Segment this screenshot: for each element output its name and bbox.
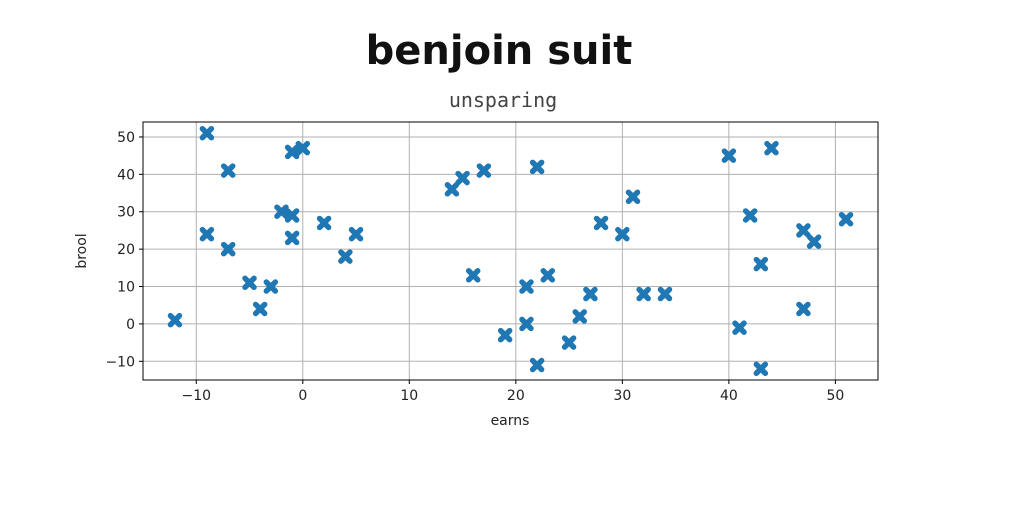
x-tick-label: 10 (400, 388, 418, 404)
plot-area-frame (142, 121, 879, 381)
y-tick-label: 10 (117, 280, 135, 296)
scatter-point (732, 320, 747, 335)
y-tick-label: −10 (105, 354, 135, 370)
y-tick-label: 20 (117, 242, 135, 258)
scatter-point (284, 230, 300, 246)
scatter-point (615, 226, 630, 242)
scatter-point (284, 144, 300, 160)
scatter-point (742, 208, 758, 223)
scatter-point (806, 234, 822, 249)
scatter-point (636, 286, 651, 302)
scatter-point (199, 125, 215, 141)
scatter-point (252, 301, 268, 317)
scatter-point (519, 316, 534, 332)
data-points (167, 125, 854, 377)
scatter-point (529, 159, 545, 175)
y-tick-label: 30 (117, 205, 135, 221)
scatter-point (497, 327, 513, 343)
x-tick-label: −10 (181, 388, 211, 404)
x-tick-label: 40 (720, 388, 738, 404)
scatter-point (338, 249, 353, 264)
scatter-point (444, 182, 460, 197)
x-tick-label: 20 (507, 388, 525, 404)
scatter-point (838, 211, 854, 227)
y-axis-ticks: −10 0 10 20 30 40 50 (105, 130, 143, 370)
x-axis-ticks: −10 0 10 20 30 40 50 (181, 380, 844, 404)
scatter-point (657, 286, 673, 302)
scatter-point (455, 170, 470, 186)
scatter-point (561, 335, 577, 350)
scatter-point (796, 301, 811, 317)
scatter-point (529, 357, 545, 373)
scatter-point (572, 309, 587, 324)
scatter-point (167, 312, 183, 328)
scatter-point (274, 204, 289, 219)
scatter-point (753, 361, 769, 377)
scatter-point (465, 268, 481, 283)
scatter-point (764, 140, 779, 156)
scatter-point (519, 279, 534, 294)
chart-title: benjoin suit (366, 28, 633, 74)
y-tick-label: 50 (117, 130, 135, 146)
scatter-point (721, 148, 737, 163)
scatter-point (583, 286, 598, 302)
scatter-point (540, 268, 556, 283)
scatter-point (796, 223, 811, 238)
scatter-point (295, 140, 311, 156)
x-axis-label: earns (491, 413, 530, 429)
y-tick-label: 40 (117, 167, 135, 183)
scatter-point (284, 208, 300, 223)
x-tick-label: 30 (613, 388, 631, 404)
scatter-point (476, 163, 492, 178)
chart-subtitle: unsparing (449, 88, 557, 112)
y-axis-label: brool (74, 233, 90, 268)
scatter-point (625, 189, 641, 205)
scatter-point (753, 256, 769, 272)
x-tick-label: 50 (826, 388, 844, 404)
scatter-point (199, 226, 215, 242)
scatter-point (242, 275, 257, 291)
scatter-point (263, 279, 279, 294)
scatter-point (220, 163, 236, 178)
scatter-point (220, 241, 236, 257)
scatter-point (593, 215, 609, 231)
scatter-point (316, 215, 332, 231)
scatter-point (348, 226, 364, 242)
x-tick-label: 0 (298, 388, 307, 404)
y-tick-label: 0 (126, 317, 135, 333)
grid (143, 122, 878, 380)
